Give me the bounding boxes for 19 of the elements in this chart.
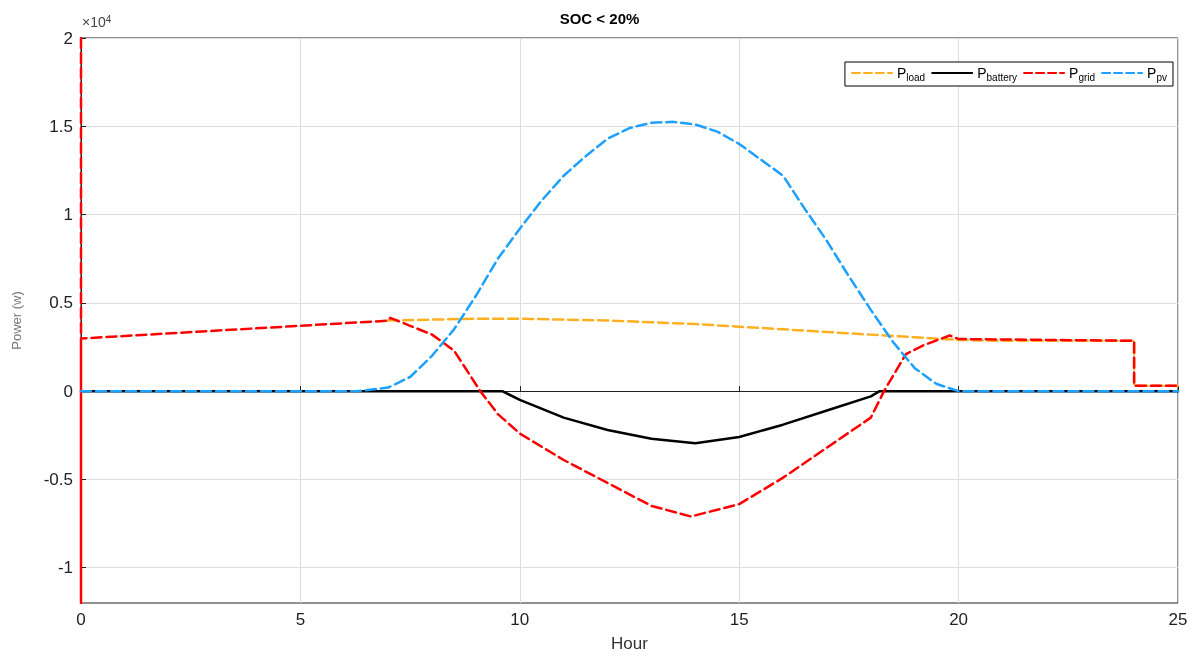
line-series bbox=[386, 317, 1180, 388]
chart-title: SOC < 20% bbox=[559, 10, 640, 27]
x-tick-label: 15 bbox=[729, 610, 749, 629]
x-tick-label: 20 bbox=[949, 610, 969, 629]
x-tick-label: 5 bbox=[295, 610, 306, 629]
y-tick-label: 2 bbox=[63, 28, 73, 48]
x-axis-title: Hour bbox=[611, 634, 649, 653]
y-tick-label: -1 bbox=[57, 558, 73, 578]
y-tick-label: 1.5 bbox=[49, 116, 73, 136]
x-tick-label: 25 bbox=[1168, 610, 1188, 629]
line-series bbox=[79, 36, 1180, 605]
y-tick-label: 0 bbox=[63, 381, 73, 401]
y-axis-title: Power (w) bbox=[9, 291, 24, 350]
line-series bbox=[79, 120, 1180, 393]
y-tick-label: -0.5 bbox=[43, 469, 73, 489]
y-tick-label: 1 bbox=[63, 205, 73, 225]
y-tick-label: 0.5 bbox=[49, 293, 73, 313]
x-tick-label: 10 bbox=[510, 610, 530, 629]
x-tick-label: 0 bbox=[76, 610, 86, 629]
